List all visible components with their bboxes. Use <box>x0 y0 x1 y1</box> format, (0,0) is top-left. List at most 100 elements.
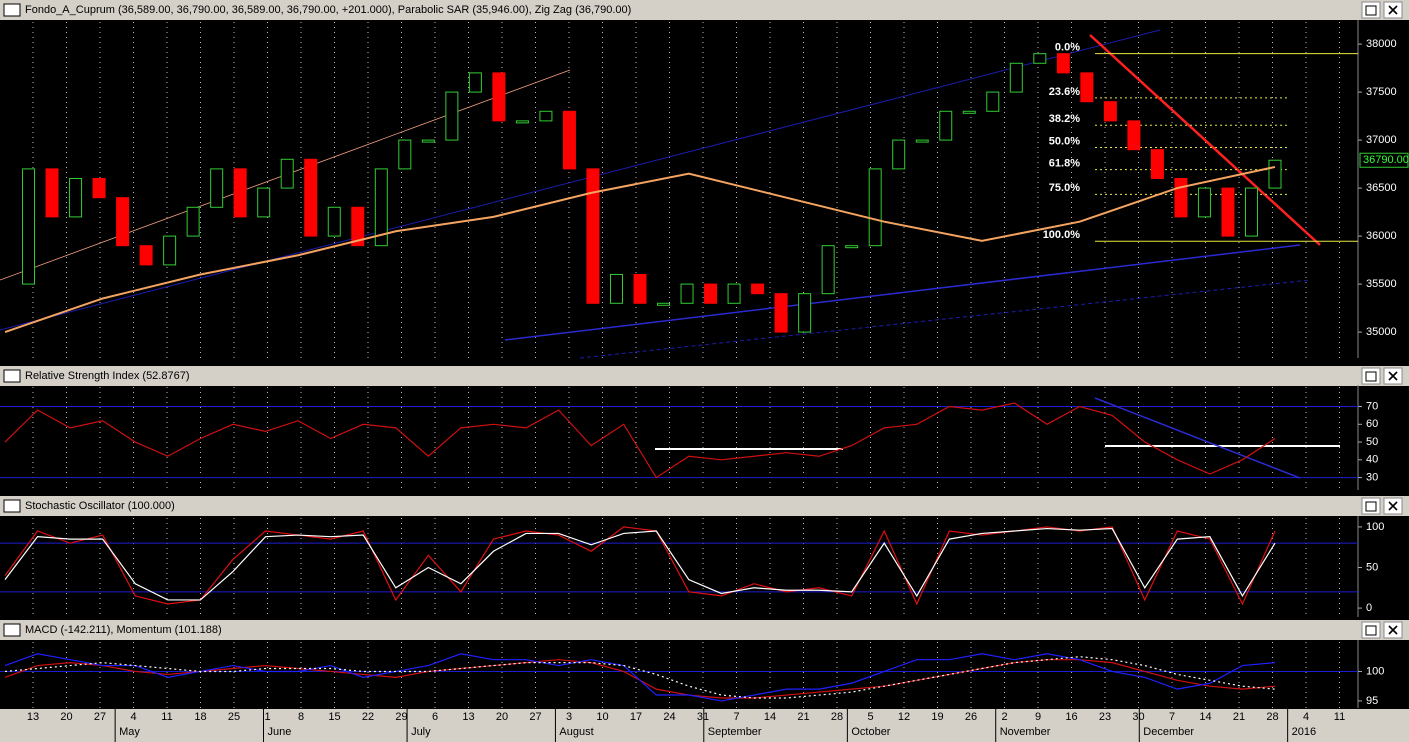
trend-line <box>1089 34 1321 246</box>
candle <box>304 158 318 237</box>
candle <box>92 177 106 199</box>
maximize-button[interactable] <box>1361 367 1381 385</box>
indicator-line <box>4 527 1276 601</box>
month-label: December <box>1143 726 1194 738</box>
y-tick-label: 36500 <box>1366 182 1397 194</box>
candle <box>609 273 623 304</box>
candle <box>821 245 835 295</box>
month-label: May <box>119 726 140 738</box>
panel-header <box>0 0 1409 20</box>
candle <box>586 168 600 304</box>
candle <box>280 158 294 189</box>
y-tick-label: 50 <box>1366 436 1378 448</box>
x-tick-label: 24 <box>663 711 675 723</box>
y-tick-label: 50 <box>1366 561 1378 573</box>
maximize-button[interactable] <box>1361 621 1381 639</box>
candle <box>680 283 694 304</box>
month-label: November <box>1000 726 1051 738</box>
panel-title: MACD (-142.211), Momentum (101.188) <box>25 624 222 636</box>
x-tick-label: 20 <box>496 711 508 723</box>
x-tick-label: 21 <box>1233 711 1245 723</box>
month-label: June <box>268 726 292 738</box>
candle <box>445 91 459 141</box>
header-icon <box>3 499 21 513</box>
x-tick-label: 30 <box>1132 711 1144 723</box>
x-tick-label: 22 <box>362 711 374 723</box>
x-tick-label: 6 <box>432 711 438 723</box>
x-tick-label: 20 <box>60 711 72 723</box>
x-tick-label: 21 <box>797 711 809 723</box>
x-tick-label: 9 <box>1035 711 1041 723</box>
candle <box>45 168 59 218</box>
header-icon <box>3 369 21 383</box>
fib-label: 75.0% <box>1049 182 1080 194</box>
maximize-button[interactable] <box>1361 497 1381 515</box>
y-tick-label: 95 <box>1366 695 1378 707</box>
y-tick-label: 35000 <box>1366 326 1397 338</box>
x-tick-label: 16 <box>1065 711 1077 723</box>
candle <box>1268 159 1282 189</box>
x-tick-label: 28 <box>1266 711 1278 723</box>
candle <box>492 72 506 122</box>
candle <box>704 283 718 304</box>
candle <box>374 168 388 247</box>
close-icon <box>1388 371 1398 381</box>
candle <box>1080 72 1094 103</box>
panel-title: Relative Strength Index (52.8767) <box>25 370 190 382</box>
maximize-icon <box>1365 501 1377 512</box>
candle <box>1150 149 1164 179</box>
maximize-icon <box>1365 371 1377 382</box>
x-tick-label: 17 <box>630 711 642 723</box>
candle <box>233 168 247 218</box>
panel-title: Fondo_A_Cuprum (36,589.00, 36,790.00, 36… <box>25 4 631 16</box>
y-tick-label: 0 <box>1366 602 1372 614</box>
x-tick-label: 15 <box>328 711 340 723</box>
month-label: September <box>708 726 762 738</box>
candle <box>398 139 412 170</box>
candle <box>986 91 1000 112</box>
candle <box>1103 101 1117 122</box>
close-icon <box>1388 5 1398 15</box>
drawn-line <box>1094 397 1301 479</box>
candle <box>774 293 788 333</box>
candle <box>939 110 953 141</box>
fib-label: 38.2% <box>1049 113 1080 125</box>
moving-average <box>4 165 1276 334</box>
x-tick-label: 23 <box>1099 711 1111 723</box>
fib-label: 100.0% <box>1043 229 1081 241</box>
y-tick-label: 35500 <box>1366 278 1397 290</box>
candle <box>163 235 177 266</box>
trend-line <box>579 279 1311 359</box>
candle <box>1174 177 1188 218</box>
candle <box>116 197 130 247</box>
x-tick-label: 1 <box>264 711 270 723</box>
candle <box>186 206 200 237</box>
panel-header <box>0 620 1409 640</box>
candle <box>633 273 647 304</box>
y-tick-label: 36000 <box>1366 230 1397 242</box>
x-tick-label: 4 <box>130 711 136 723</box>
x-tick-label: 29 <box>395 711 407 723</box>
candle <box>1056 53 1070 74</box>
candle <box>210 168 224 208</box>
candle <box>1009 62 1023 93</box>
maximize-icon <box>1365 625 1377 636</box>
candle <box>69 177 83 218</box>
x-tick-label: 14 <box>1199 711 1211 723</box>
y-tick-label: 38000 <box>1366 38 1397 50</box>
candle <box>421 139 435 143</box>
month-label: October <box>851 726 890 738</box>
y-tick-label: 37500 <box>1366 86 1397 98</box>
maximize-button[interactable] <box>1361 1 1381 19</box>
x-tick-label: 25 <box>228 711 240 723</box>
y-tick-label: 100 <box>1366 521 1384 533</box>
candle <box>1244 187 1258 237</box>
x-tick-label: 19 <box>931 711 943 723</box>
candle <box>845 245 859 249</box>
x-tick-label: 28 <box>831 711 843 723</box>
x-tick-label: 7 <box>1169 711 1175 723</box>
fib-label: 50.0% <box>1049 135 1080 147</box>
header-icon <box>3 3 21 17</box>
x-tick-label: 4 <box>1303 711 1309 723</box>
